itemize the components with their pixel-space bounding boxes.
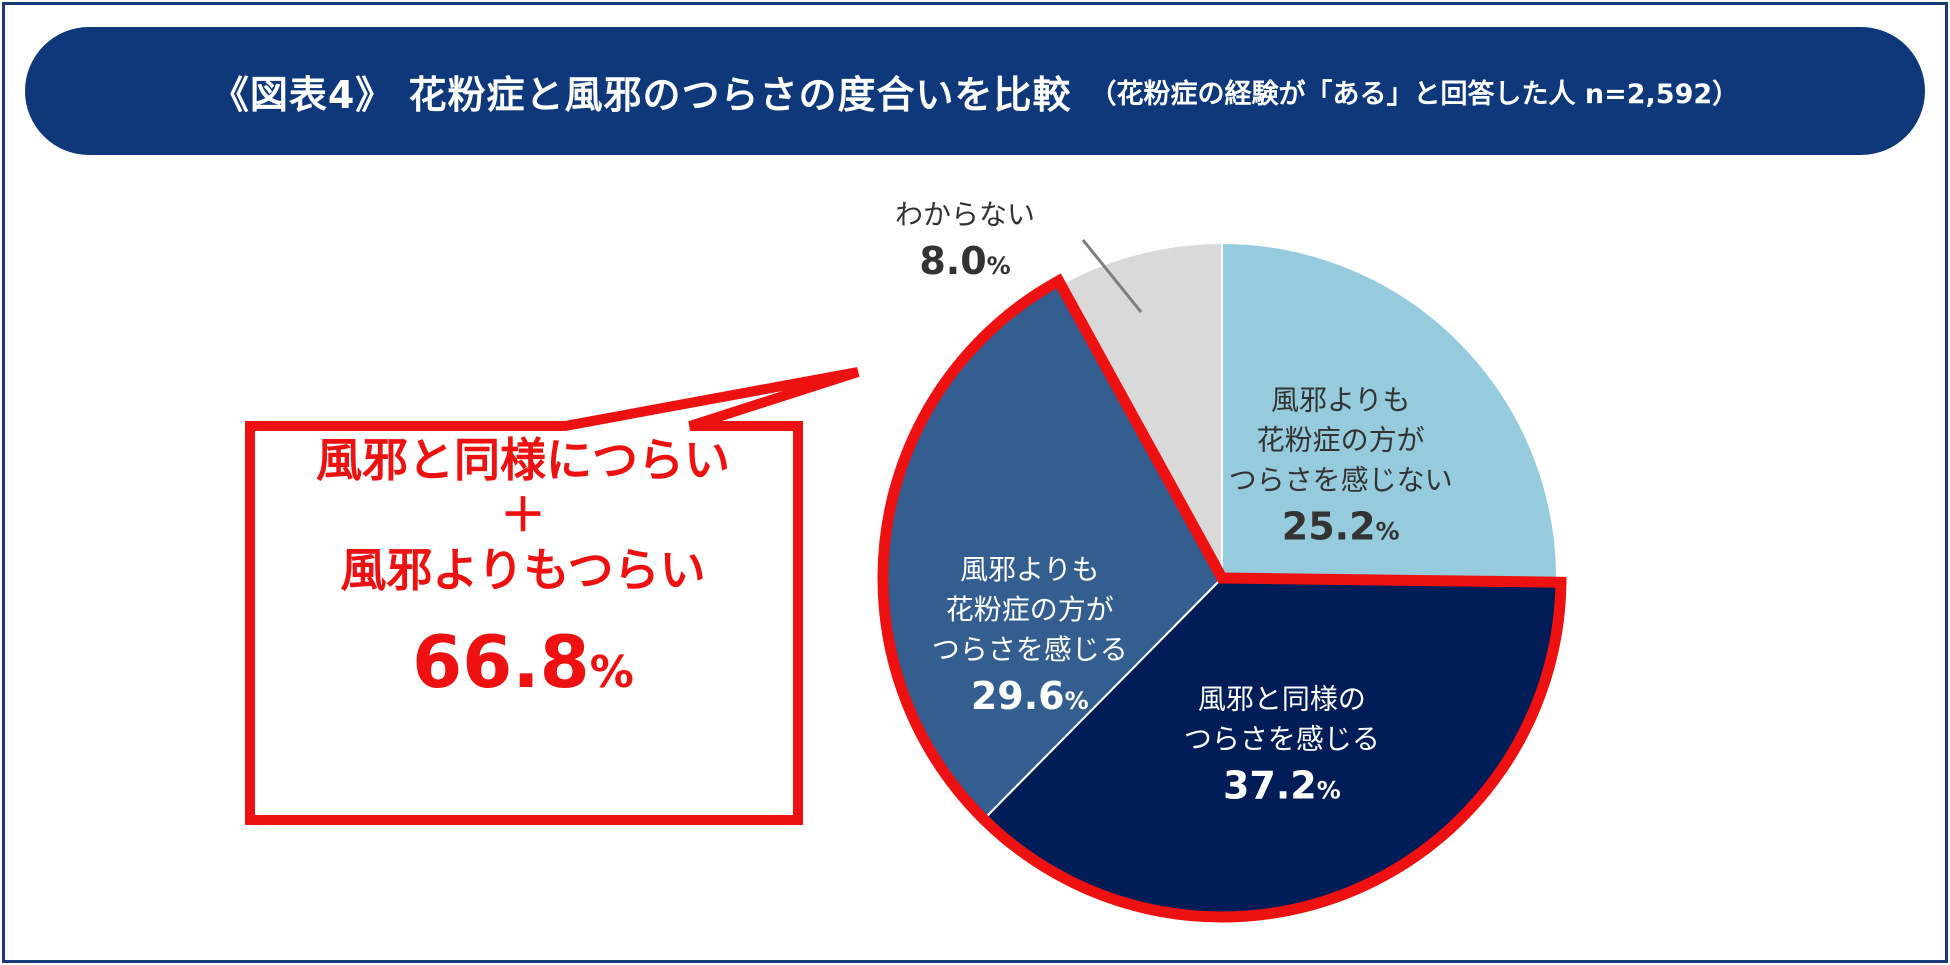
chart-subtitle: （花粉症の経験が「ある」と回答した人 n=2,592） [1089, 78, 1740, 110]
callout-line-1: 風邪と同様につらい [316, 433, 730, 487]
slice-label-1-line-1: 風邪よりも [1271, 383, 1410, 416]
callout-value-unit: % [589, 647, 634, 698]
slice-label-4-line-1: わからない [895, 198, 1035, 231]
slice-value-4: 8.0% [919, 239, 1010, 283]
pie-slice-1 [1221, 241, 1558, 584]
slice-value-2: 37.2% [1223, 763, 1341, 807]
chart-title: 《図表4》 花粉症と風邪のつらさの度合いを比較 [210, 72, 1072, 117]
slice-label-3-line-2: 花粉症の方が [946, 593, 1114, 626]
title-bar: 《図表4》 花粉症と風邪のつらさの度合いを比較 （花粉症の経験が「ある」と回答し… [25, 27, 1925, 155]
callout-outline [245, 367, 860, 825]
callout-box: 風邪と同様につらい ＋ 風邪よりもつらい 66.8% [253, 430, 793, 810]
slice-label-1-line-3: つらさを感じない [1229, 463, 1453, 496]
slice-value-1: 25.2% [1282, 504, 1400, 548]
leader-line [1081, 239, 1143, 313]
slice-label-3-line-1: 風邪よりも [960, 553, 1099, 586]
slice-value-3: 29.6% [971, 674, 1089, 718]
callout-line-2: 風邪よりもつらい [340, 543, 706, 597]
callout-value: 66.8% [253, 622, 793, 713]
callout-plus: ＋ [500, 488, 546, 542]
slice-label-3-line-3: つらさを感じる [932, 633, 1128, 666]
slice-label-2-line-1: 風邪と同様の [1198, 682, 1366, 715]
highlight-outline [877, 273, 1567, 923]
slice-label-1-line-2: 花粉症の方が [1257, 423, 1425, 456]
callout-value-number: 66.8 [412, 620, 590, 704]
slice-label-2-line-2: つらさを感じる [1184, 722, 1380, 755]
